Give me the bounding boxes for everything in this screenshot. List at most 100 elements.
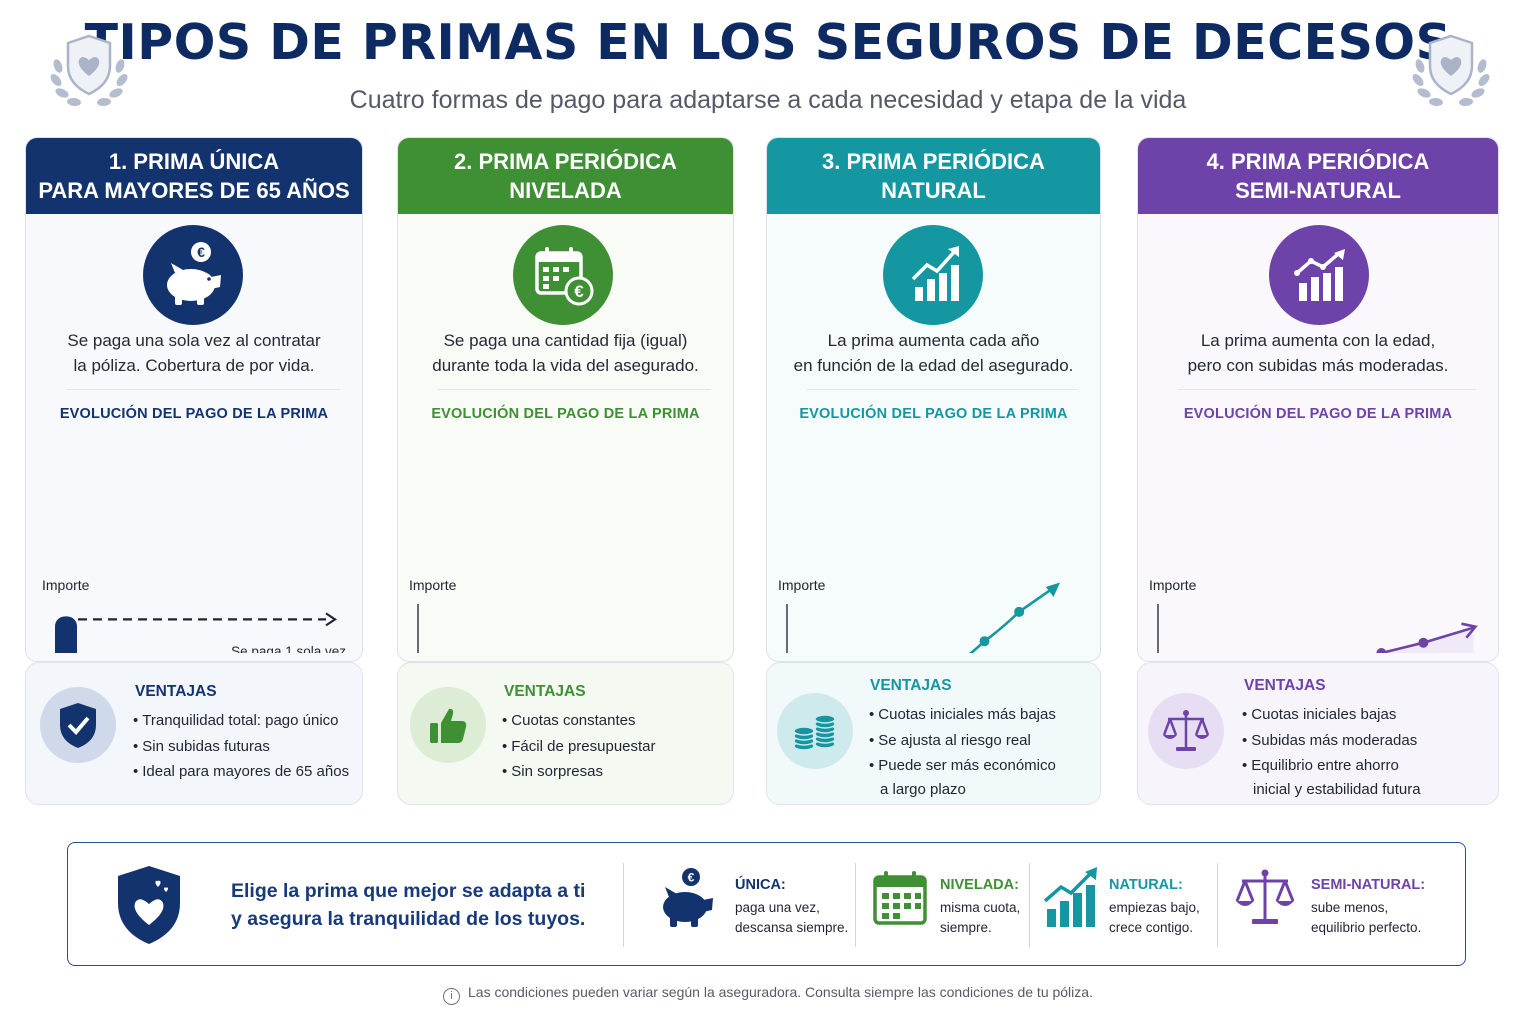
series-line	[1375, 626, 1474, 653]
card-title: 1. PRIMA ÚNICA	[108, 149, 280, 174]
data-bar-base	[55, 628, 77, 653]
divider	[438, 389, 711, 390]
chart-annotation: Se paga 1 sola vez	[231, 644, 346, 653]
series-area	[1381, 627, 1474, 653]
svg-text:€: €	[197, 244, 205, 260]
ventajas-list: • Cuotas iniciales bajas • Subidas más mod…	[1242, 702, 1421, 800]
call-to-action: Elige la prima que mejor se adapta a ti …	[231, 880, 586, 930]
info-icon: i	[443, 988, 461, 1005]
chart-prima-semi-natural: Importe20304050607080EdadLa prima sube,p…	[1149, 577, 1478, 653]
bar-chart-growth-icon	[1269, 225, 1369, 325]
legend-text: sube menos,	[1311, 900, 1389, 915]
shield-check-icon	[40, 687, 116, 763]
chart-prima-unica: Importe657075808590EdadSe paga 1 sola ve…	[42, 577, 346, 653]
ventajas-panel-semi-natural: VENTAJAS • Cuotas iniciales bajas • Subida…	[1137, 662, 1499, 805]
list-item: • Cuotas iniciales bajas	[1242, 706, 1397, 723]
legend-text: paga una vez,	[735, 900, 820, 915]
legend-text: empiezas bajo,	[1109, 900, 1200, 915]
coins-icon	[777, 693, 853, 769]
ventajas-list: • Cuotas iniciales más bajas • Se ajusta a…	[869, 702, 1056, 800]
list-item: • Fácil de presupuestar	[502, 737, 656, 755]
chart-prima-nivelada: Importe20304050607080EdadSiempre pagaslo…	[409, 577, 457, 653]
card-header: 3. PRIMA PERIÓDICA NATURAL	[767, 138, 1100, 214]
card-header: 1. PRIMA ÚNICA PARA MAYORES DE 65 AÑOS	[26, 138, 362, 214]
divider	[1217, 863, 1218, 947]
thumbs-up-icon	[410, 687, 486, 763]
legend-text: crece contigo.	[1109, 920, 1194, 935]
card-description: La prima aumenta con la edad, pero con s…	[1187, 331, 1449, 375]
ventajas-title: VENTAJAS	[504, 683, 586, 700]
footer-disclaimer: i Las condiciones pueden variar según la …	[0, 984, 1536, 1005]
piggy-bank-icon: €	[143, 225, 243, 325]
divider	[807, 389, 1078, 390]
legend-text: equilibrio perfecto.	[1311, 920, 1422, 935]
card-subtitle: PARA MAYORES DE 65 AÑOS	[38, 178, 350, 203]
chart-title: EVOLUCIÓN DEL PAGO DE LA PRIMA	[431, 406, 700, 422]
legend-title: SEMI-NATURAL:	[1311, 877, 1426, 893]
legend-text: descansa siempre.	[735, 920, 849, 935]
card-subtitle: NATURAL	[881, 178, 986, 203]
list-item: • Puede ser más económico a largo plazo	[869, 757, 1056, 798]
list-item: • Se ajusta al riesgo real	[869, 731, 1031, 749]
data-point	[979, 636, 990, 647]
arrow-head	[1461, 622, 1478, 639]
y-axis-label: Importe	[1149, 577, 1197, 593]
card-prima-nivelada: 2. PRIMA PERIÓDICA NIVELADA € Se paga un…	[397, 137, 734, 662]
legend-text: siempre.	[940, 920, 992, 935]
card-title: 4. PRIMA PERIÓDICA	[1206, 149, 1430, 174]
data-point	[1014, 606, 1025, 617]
chart-title: EVOLUCIÓN DEL PAGO DE LA PRIMA	[1183, 406, 1453, 422]
svg-text:€: €	[574, 282, 584, 301]
divider	[66, 389, 340, 390]
y-axis-label: Importe	[42, 577, 90, 593]
card-prima-unica: 1. PRIMA ÚNICA PARA MAYORES DE 65 AÑOS €…	[25, 137, 363, 662]
card-title: 2. PRIMA PERIÓDICA	[454, 149, 677, 174]
bar-chart-growth-icon	[883, 225, 983, 325]
ventajas-panel-natural: VENTAJAS • Cuotas iniciales más bajas • Se…	[766, 662, 1101, 805]
calendar-icon	[873, 871, 927, 925]
legend-title: NATURAL:	[1109, 877, 1183, 893]
card-description: Se paga una cantidad fija (igual) durant…	[432, 331, 699, 375]
summary-banner: Elige la prima que mejor se adapta a ti …	[67, 842, 1466, 966]
data-point	[1376, 647, 1387, 653]
divider	[1029, 863, 1030, 947]
series-line	[969, 584, 1058, 653]
ventajas-list: • Tranquilidad total: pago único • Sin sub…	[133, 708, 349, 785]
chart-title: EVOLUCIÓN DEL PAGO DE LA PRIMA	[799, 406, 1068, 422]
list-item: • Subidas más moderadas	[1242, 731, 1418, 749]
list-item: • Sin subidas futuras	[133, 737, 270, 755]
card-subtitle: NIVELADA	[509, 178, 622, 203]
shield-laurel-icon	[50, 34, 128, 107]
ventajas-panel-unica: VENTAJAS • Tranquilidad total: pago único…	[25, 662, 363, 805]
arrow-head	[1046, 582, 1061, 597]
page-title: TIPOS DE PRIMAS EN LOS SEGUROS DE DECESO…	[84, 14, 1452, 71]
card-header: 4. PRIMA PERIÓDICA SEMI-NATURAL	[1138, 138, 1498, 214]
list-item: • Cuotas iniciales más bajas	[869, 706, 1056, 723]
shield-heart-icon	[118, 866, 180, 944]
chart-prima-natural: Importe20304050607080EdadLa prima subeca…	[778, 577, 1061, 653]
card-prima-semi-natural: 4. PRIMA PERIÓDICA SEMI-NATURAL La prima…	[1137, 137, 1499, 662]
ventajas-panel-nivelada: VENTAJAS • Cuotas constantes • Fácil de pr…	[397, 662, 734, 805]
card-title: 3. PRIMA PERIÓDICA	[822, 149, 1045, 174]
list-item: • Tranquilidad total: pago único	[133, 712, 339, 729]
data-point	[1418, 637, 1429, 648]
card-subtitle: SEMI-NATURAL	[1235, 178, 1401, 203]
card-description: La prima aumenta cada año en función de …	[793, 331, 1074, 375]
divider	[1178, 389, 1476, 390]
bar-chart-growth-icon	[1043, 867, 1097, 927]
arrow-head	[325, 612, 337, 627]
card-description: Se paga una sola vez al contratar la pól…	[67, 331, 321, 375]
y-axis-label: Importe	[409, 577, 457, 593]
piggy-bank-icon: €	[663, 868, 713, 927]
ventajas-list: • Cuotas constantes • Fácil de presupuesta…	[502, 708, 656, 785]
legend-title: ÚNICA:	[735, 877, 786, 893]
ventajas-title: VENTAJAS	[1244, 677, 1326, 694]
chart-title: EVOLUCIÓN DEL PAGO DE LA PRIMA	[59, 406, 329, 422]
svg-text:€: €	[688, 871, 695, 885]
divider	[855, 863, 856, 947]
card-prima-natural: 3. PRIMA PERIÓDICA NATURAL La prima aume…	[766, 137, 1101, 662]
balance-scale-icon	[1148, 693, 1224, 769]
legend-text: misma cuota,	[940, 900, 1021, 915]
ventajas-title: VENTAJAS	[870, 677, 952, 694]
divider	[623, 863, 624, 947]
